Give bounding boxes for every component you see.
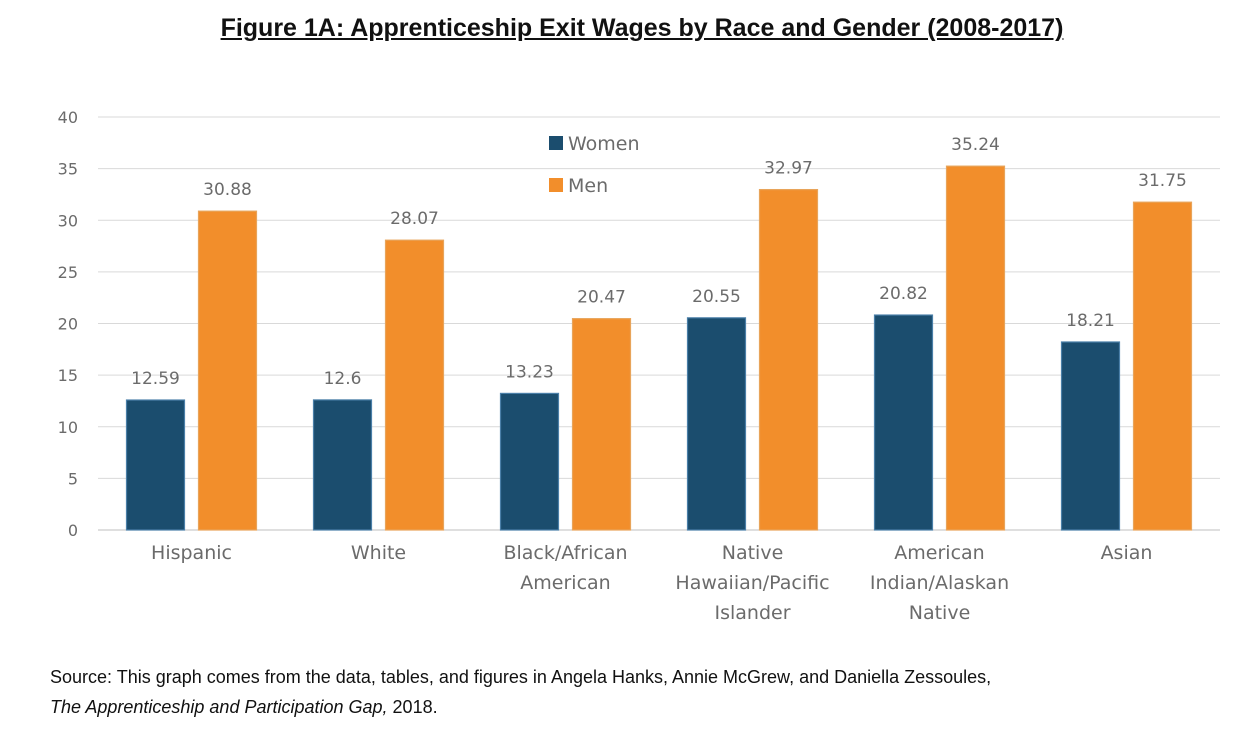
x-category-label: White bbox=[351, 542, 406, 564]
bar-women bbox=[125, 399, 186, 531]
source-line-1: Source: This graph comes from the data, … bbox=[50, 667, 992, 687]
bar-men bbox=[1132, 201, 1193, 531]
y-tick-label: 5 bbox=[68, 469, 78, 488]
x-category-label: Hawaiian/Pacific bbox=[675, 572, 829, 594]
bar-men bbox=[945, 165, 1006, 531]
data-label: 18.21 bbox=[1066, 311, 1115, 331]
x-category-label: Asian bbox=[1101, 542, 1153, 564]
gridlines bbox=[98, 116, 1220, 531]
data-label: 30.88 bbox=[203, 180, 252, 200]
bar-men bbox=[197, 210, 258, 531]
data-label: 20.55 bbox=[692, 287, 741, 307]
bar-chart: 0 5 10 15 20 25 30 35 40 12.59 30.88 12.6 28.07 13.2… bbox=[58, 108, 1220, 624]
data-label: 12.59 bbox=[131, 369, 180, 389]
x-category-label: Native bbox=[909, 602, 971, 624]
bars bbox=[125, 165, 1193, 531]
y-tick-label: 40 bbox=[58, 108, 78, 127]
bar-men bbox=[571, 318, 632, 531]
source-note: Source: This graph comes from the data, … bbox=[50, 662, 1230, 722]
legend-label-men: Men bbox=[568, 175, 608, 197]
x-category-label: American bbox=[894, 542, 984, 564]
legend-swatch-women bbox=[549, 136, 563, 150]
source-year: 2018. bbox=[387, 697, 438, 717]
x-category-label: Native bbox=[722, 542, 784, 564]
x-category-label: Hispanic bbox=[151, 542, 232, 564]
data-label: 35.24 bbox=[951, 135, 1000, 155]
data-label: 20.47 bbox=[577, 288, 626, 308]
y-tick-label: 35 bbox=[58, 160, 78, 179]
bar-women bbox=[686, 317, 747, 531]
bar-women bbox=[312, 399, 373, 531]
data-label: 20.82 bbox=[879, 284, 928, 304]
y-tick-label: 0 bbox=[68, 521, 78, 540]
legend-swatch-men bbox=[549, 178, 563, 192]
x-category-label: Islander bbox=[714, 602, 790, 624]
y-axis: 0 5 10 15 20 25 30 35 40 bbox=[58, 108, 78, 540]
bar-men bbox=[758, 188, 819, 531]
data-label: 28.07 bbox=[390, 209, 439, 229]
source-title: The Apprenticeship and Participation Gap… bbox=[50, 697, 388, 717]
legend: Women Men bbox=[549, 133, 640, 197]
source-line-2: The Apprenticeship and Participation Gap… bbox=[50, 692, 1230, 722]
data-label: 13.23 bbox=[505, 362, 554, 382]
bar-women bbox=[873, 314, 934, 531]
bar-women bbox=[499, 392, 560, 531]
data-label: 12.6 bbox=[324, 369, 362, 389]
data-labels: 12.59 30.88 12.6 28.07 13.23 20.47 20.55 32.97 2… bbox=[131, 135, 1187, 389]
bar-women bbox=[1060, 341, 1121, 531]
x-category-label: Black/African bbox=[503, 542, 627, 564]
data-label: 32.97 bbox=[764, 159, 813, 179]
data-label: 31.75 bbox=[1138, 171, 1187, 191]
chart-title: Figure 1A: Apprenticeship Exit Wages by … bbox=[220, 14, 1064, 42]
x-axis: Hispanic White Black/African American Native… bbox=[151, 542, 1152, 624]
bar-men bbox=[384, 239, 445, 531]
x-category-label: American bbox=[520, 572, 610, 594]
y-tick-label: 15 bbox=[58, 366, 78, 385]
y-tick-label: 10 bbox=[58, 418, 78, 437]
y-tick-label: 20 bbox=[58, 315, 78, 334]
legend-label-women: Women bbox=[568, 133, 640, 155]
x-category-label: Indian/Alaskan bbox=[870, 572, 1009, 594]
y-tick-label: 25 bbox=[58, 263, 78, 282]
y-tick-label: 30 bbox=[58, 211, 78, 230]
